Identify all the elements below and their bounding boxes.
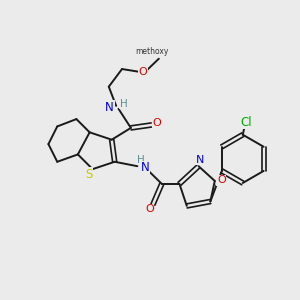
Text: S: S	[85, 168, 93, 181]
Text: O: O	[217, 175, 226, 185]
Text: O: O	[145, 205, 154, 214]
Text: O: O	[138, 67, 147, 77]
Text: N: N	[141, 161, 149, 174]
Text: methoxy: methoxy	[135, 47, 168, 56]
Text: H: H	[137, 155, 145, 165]
Text: Cl: Cl	[240, 116, 251, 129]
Text: O: O	[138, 67, 147, 77]
Text: N: N	[105, 101, 114, 114]
Text: Cl: Cl	[240, 116, 251, 129]
Text: H: H	[120, 99, 128, 109]
Text: N: N	[196, 155, 204, 165]
Text: O: O	[217, 175, 226, 185]
Text: N: N	[105, 101, 114, 114]
Text: N: N	[141, 161, 149, 174]
Text: O: O	[152, 118, 161, 128]
Text: H: H	[120, 99, 128, 109]
Text: H: H	[137, 155, 145, 165]
Text: O: O	[152, 118, 161, 128]
Text: N: N	[196, 155, 204, 165]
Text: O: O	[145, 205, 154, 214]
Text: S: S	[85, 168, 93, 181]
